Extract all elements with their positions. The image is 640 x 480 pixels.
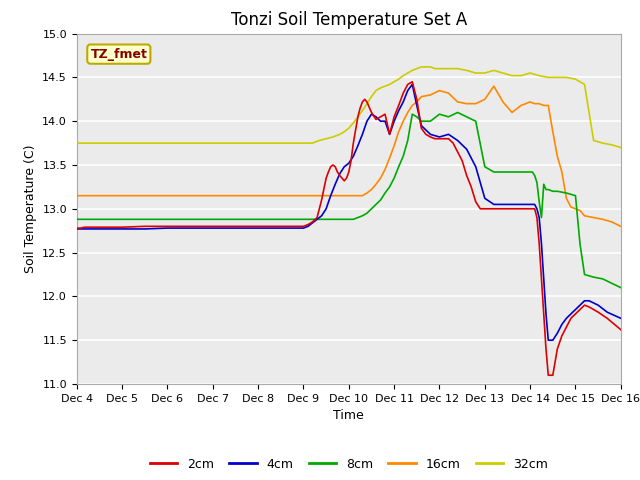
X-axis label: Time: Time <box>333 409 364 422</box>
Title: Tonzi Soil Temperature Set A: Tonzi Soil Temperature Set A <box>230 11 467 29</box>
Legend: 2cm, 4cm, 8cm, 16cm, 32cm: 2cm, 4cm, 8cm, 16cm, 32cm <box>145 453 553 476</box>
Text: TZ_fmet: TZ_fmet <box>90 48 147 60</box>
Y-axis label: Soil Temperature (C): Soil Temperature (C) <box>24 144 36 273</box>
